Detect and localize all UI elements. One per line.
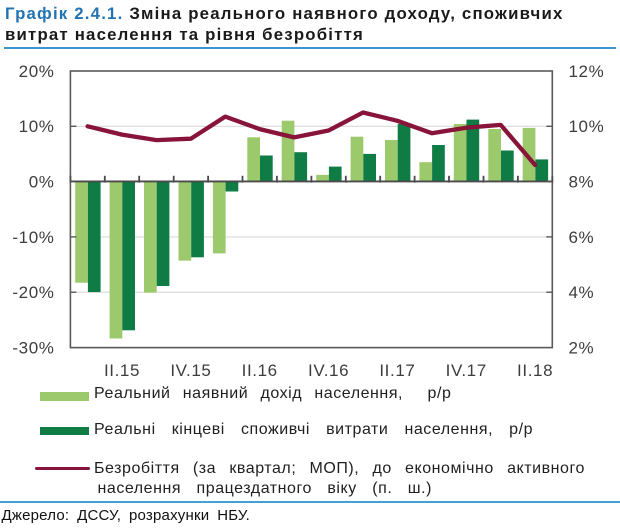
svg-text:8%: 8% [569,173,595,192]
svg-text:6%: 6% [569,228,595,247]
svg-text:IV.16: IV.16 [308,361,349,380]
svg-text:-10%: -10% [12,228,54,247]
svg-text:IV.17: IV.17 [446,361,487,380]
svg-text:II.17: II.17 [379,361,415,380]
svg-text:-20%: -20% [12,283,54,302]
svg-text:IV.15: IV.15 [170,361,211,380]
svg-text:II.18: II.18 [517,361,553,380]
svg-text:II.16: II.16 [242,361,278,380]
svg-text:0%: 0% [29,173,55,192]
svg-text:II.15: II.15 [104,361,140,380]
svg-text:10%: 10% [569,117,605,136]
svg-text:2%: 2% [569,338,595,357]
svg-text:-30%: -30% [12,338,54,357]
svg-text:4%: 4% [569,283,595,302]
svg-text:10%: 10% [19,117,55,136]
svg-text:20%: 20% [19,62,55,81]
svg-text:12%: 12% [569,62,605,81]
